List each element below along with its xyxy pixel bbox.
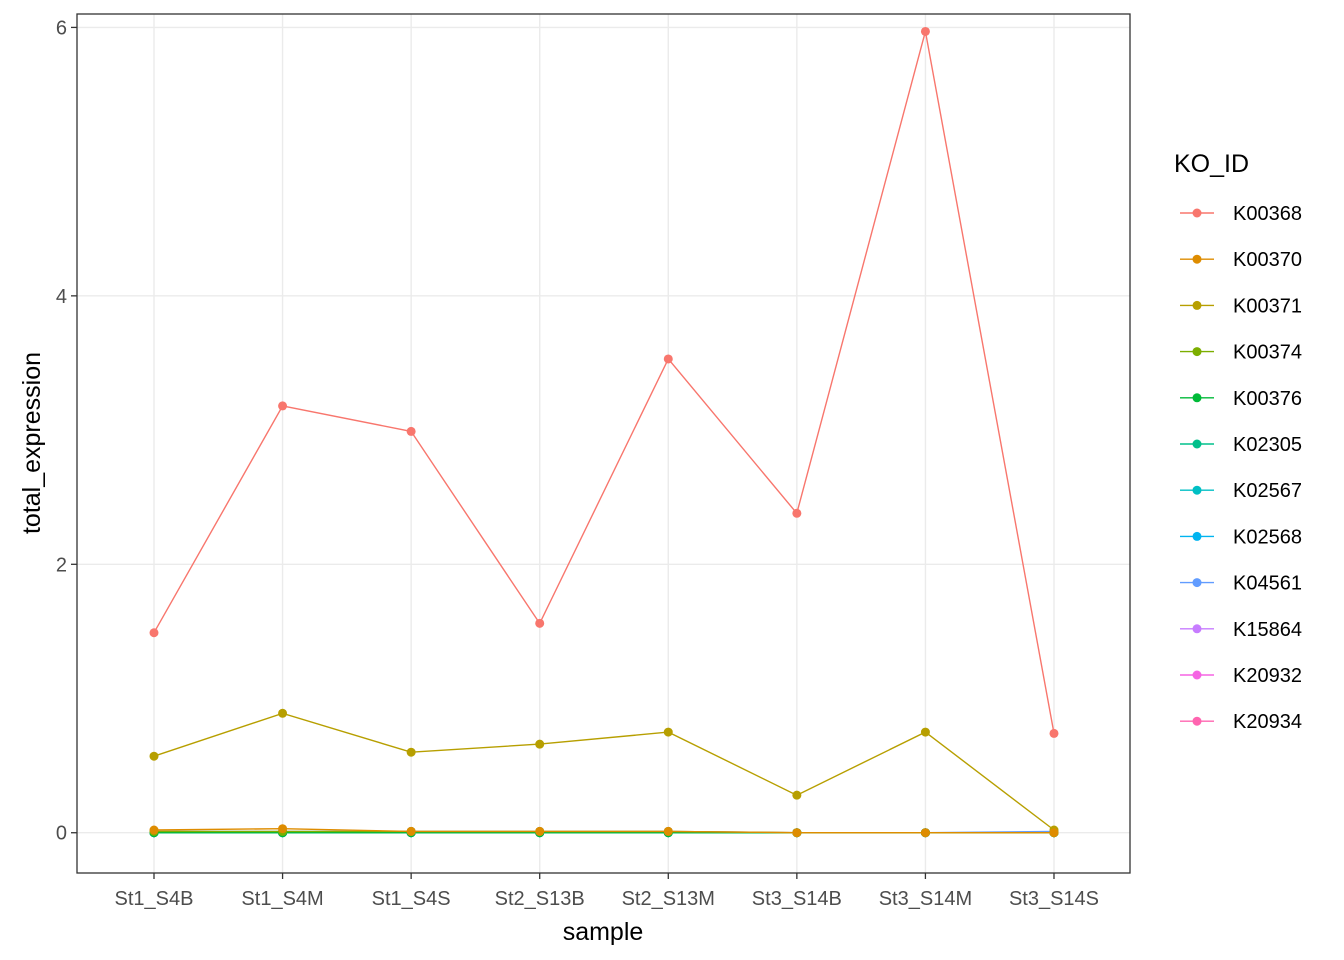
data-point: [1049, 728, 1059, 738]
y-tick-label: 6: [56, 17, 67, 39]
legend-key-point: [1192, 254, 1202, 264]
legend-label: K04561: [1233, 573, 1302, 595]
legend-label: K15864: [1233, 619, 1302, 641]
series-K00368: [149, 26, 1059, 738]
legend-key-point: [1192, 300, 1202, 310]
legend-item: K04561: [1180, 573, 1302, 595]
data-point: [920, 828, 930, 838]
legend-item: K20932: [1180, 665, 1302, 687]
data-point: [278, 401, 288, 411]
legend-key-point: [1192, 531, 1202, 541]
legend-item: K00368: [1180, 203, 1302, 225]
legend-item: K02567: [1180, 480, 1302, 502]
data-point: [149, 751, 159, 761]
x-tick-label: St2_S13B: [495, 888, 585, 910]
axes: 0 2 4 6 St1_S4B St1_S4M St1_S4S St2_S13B St2_S13…: [56, 17, 1099, 910]
legend-label: K02568: [1233, 526, 1302, 548]
series-line: [153, 712, 1055, 831]
plot-panel-border: [76, 13, 1131, 874]
legend-key-point: [1192, 208, 1202, 218]
legend-key-point: [1192, 624, 1202, 634]
legend-item: K00376: [1180, 388, 1302, 410]
legend-label: K20932: [1233, 665, 1302, 687]
data-point: [920, 26, 930, 36]
legend-label: K02305: [1233, 434, 1302, 456]
legend-item: K00370: [1180, 249, 1302, 271]
y-axis-title: total_expression: [18, 352, 46, 534]
data-point: [663, 826, 673, 836]
grid-lines: [77, 14, 1130, 873]
legend: KO_ID K00368 K00370 K00371 K00374 K00376 K023…: [1174, 150, 1302, 733]
data-point: [920, 727, 930, 737]
legend-key-point: [1192, 485, 1202, 495]
x-tick-label: St3_S14B: [752, 888, 842, 910]
data-point: [406, 826, 416, 836]
data-point: [535, 826, 545, 836]
legend-key-point: [1192, 670, 1202, 680]
legend-label: K00374: [1233, 342, 1302, 364]
data-point: [1049, 828, 1059, 838]
x-axis-title: sample: [563, 918, 644, 946]
data-point: [149, 628, 159, 638]
legend-label: K00368: [1233, 203, 1302, 225]
legend-key-point: [1192, 347, 1202, 357]
legend-key-point: [1192, 393, 1202, 403]
series-line: [153, 31, 1055, 734]
data-point: [406, 426, 416, 436]
legend-item: K02568: [1180, 526, 1302, 548]
series-lines: [149, 26, 1059, 838]
data-point: [663, 354, 673, 364]
data-point: [663, 727, 673, 737]
legend-item: K20934: [1180, 711, 1302, 733]
legend-item: K00374: [1180, 342, 1302, 364]
legend-item: K15864: [1180, 619, 1302, 641]
data-point: [278, 708, 288, 718]
y-tick-label: 4: [56, 286, 67, 308]
series-K00370: [149, 824, 1059, 838]
legend-label: K00371: [1233, 295, 1302, 317]
y-tick-label: 0: [56, 823, 67, 845]
x-tick-label: St3_S14M: [879, 888, 972, 910]
legend-label: K00376: [1233, 388, 1302, 410]
x-tick-label: St3_S14S: [1009, 888, 1099, 910]
data-point: [792, 508, 802, 518]
legend-label: K00370: [1233, 249, 1302, 271]
legend-title: KO_ID: [1174, 150, 1249, 178]
data-point: [792, 790, 802, 800]
y-tick-label: 2: [56, 554, 67, 576]
data-point: [535, 739, 545, 749]
data-point: [792, 828, 802, 838]
data-point: [278, 824, 288, 834]
data-point: [406, 747, 416, 757]
x-tick-label: St2_S13M: [622, 888, 715, 910]
legend-label: K02567: [1233, 480, 1302, 502]
legend-label: K20934: [1233, 711, 1302, 733]
legend-key-point: [1192, 439, 1202, 449]
legend-key-point: [1192, 578, 1202, 588]
data-point: [535, 618, 545, 628]
legend-key-point: [1192, 716, 1202, 726]
x-tick-label: St1_S4B: [115, 888, 194, 910]
legend-item: K00371: [1180, 295, 1302, 317]
legend-item: K02305: [1180, 434, 1302, 456]
series-line: [153, 827, 1054, 834]
series-K00371: [149, 708, 1059, 835]
data-point: [149, 825, 159, 835]
x-tick-label: St1_S4S: [372, 888, 451, 910]
x-tick-label: St1_S4M: [241, 888, 323, 910]
